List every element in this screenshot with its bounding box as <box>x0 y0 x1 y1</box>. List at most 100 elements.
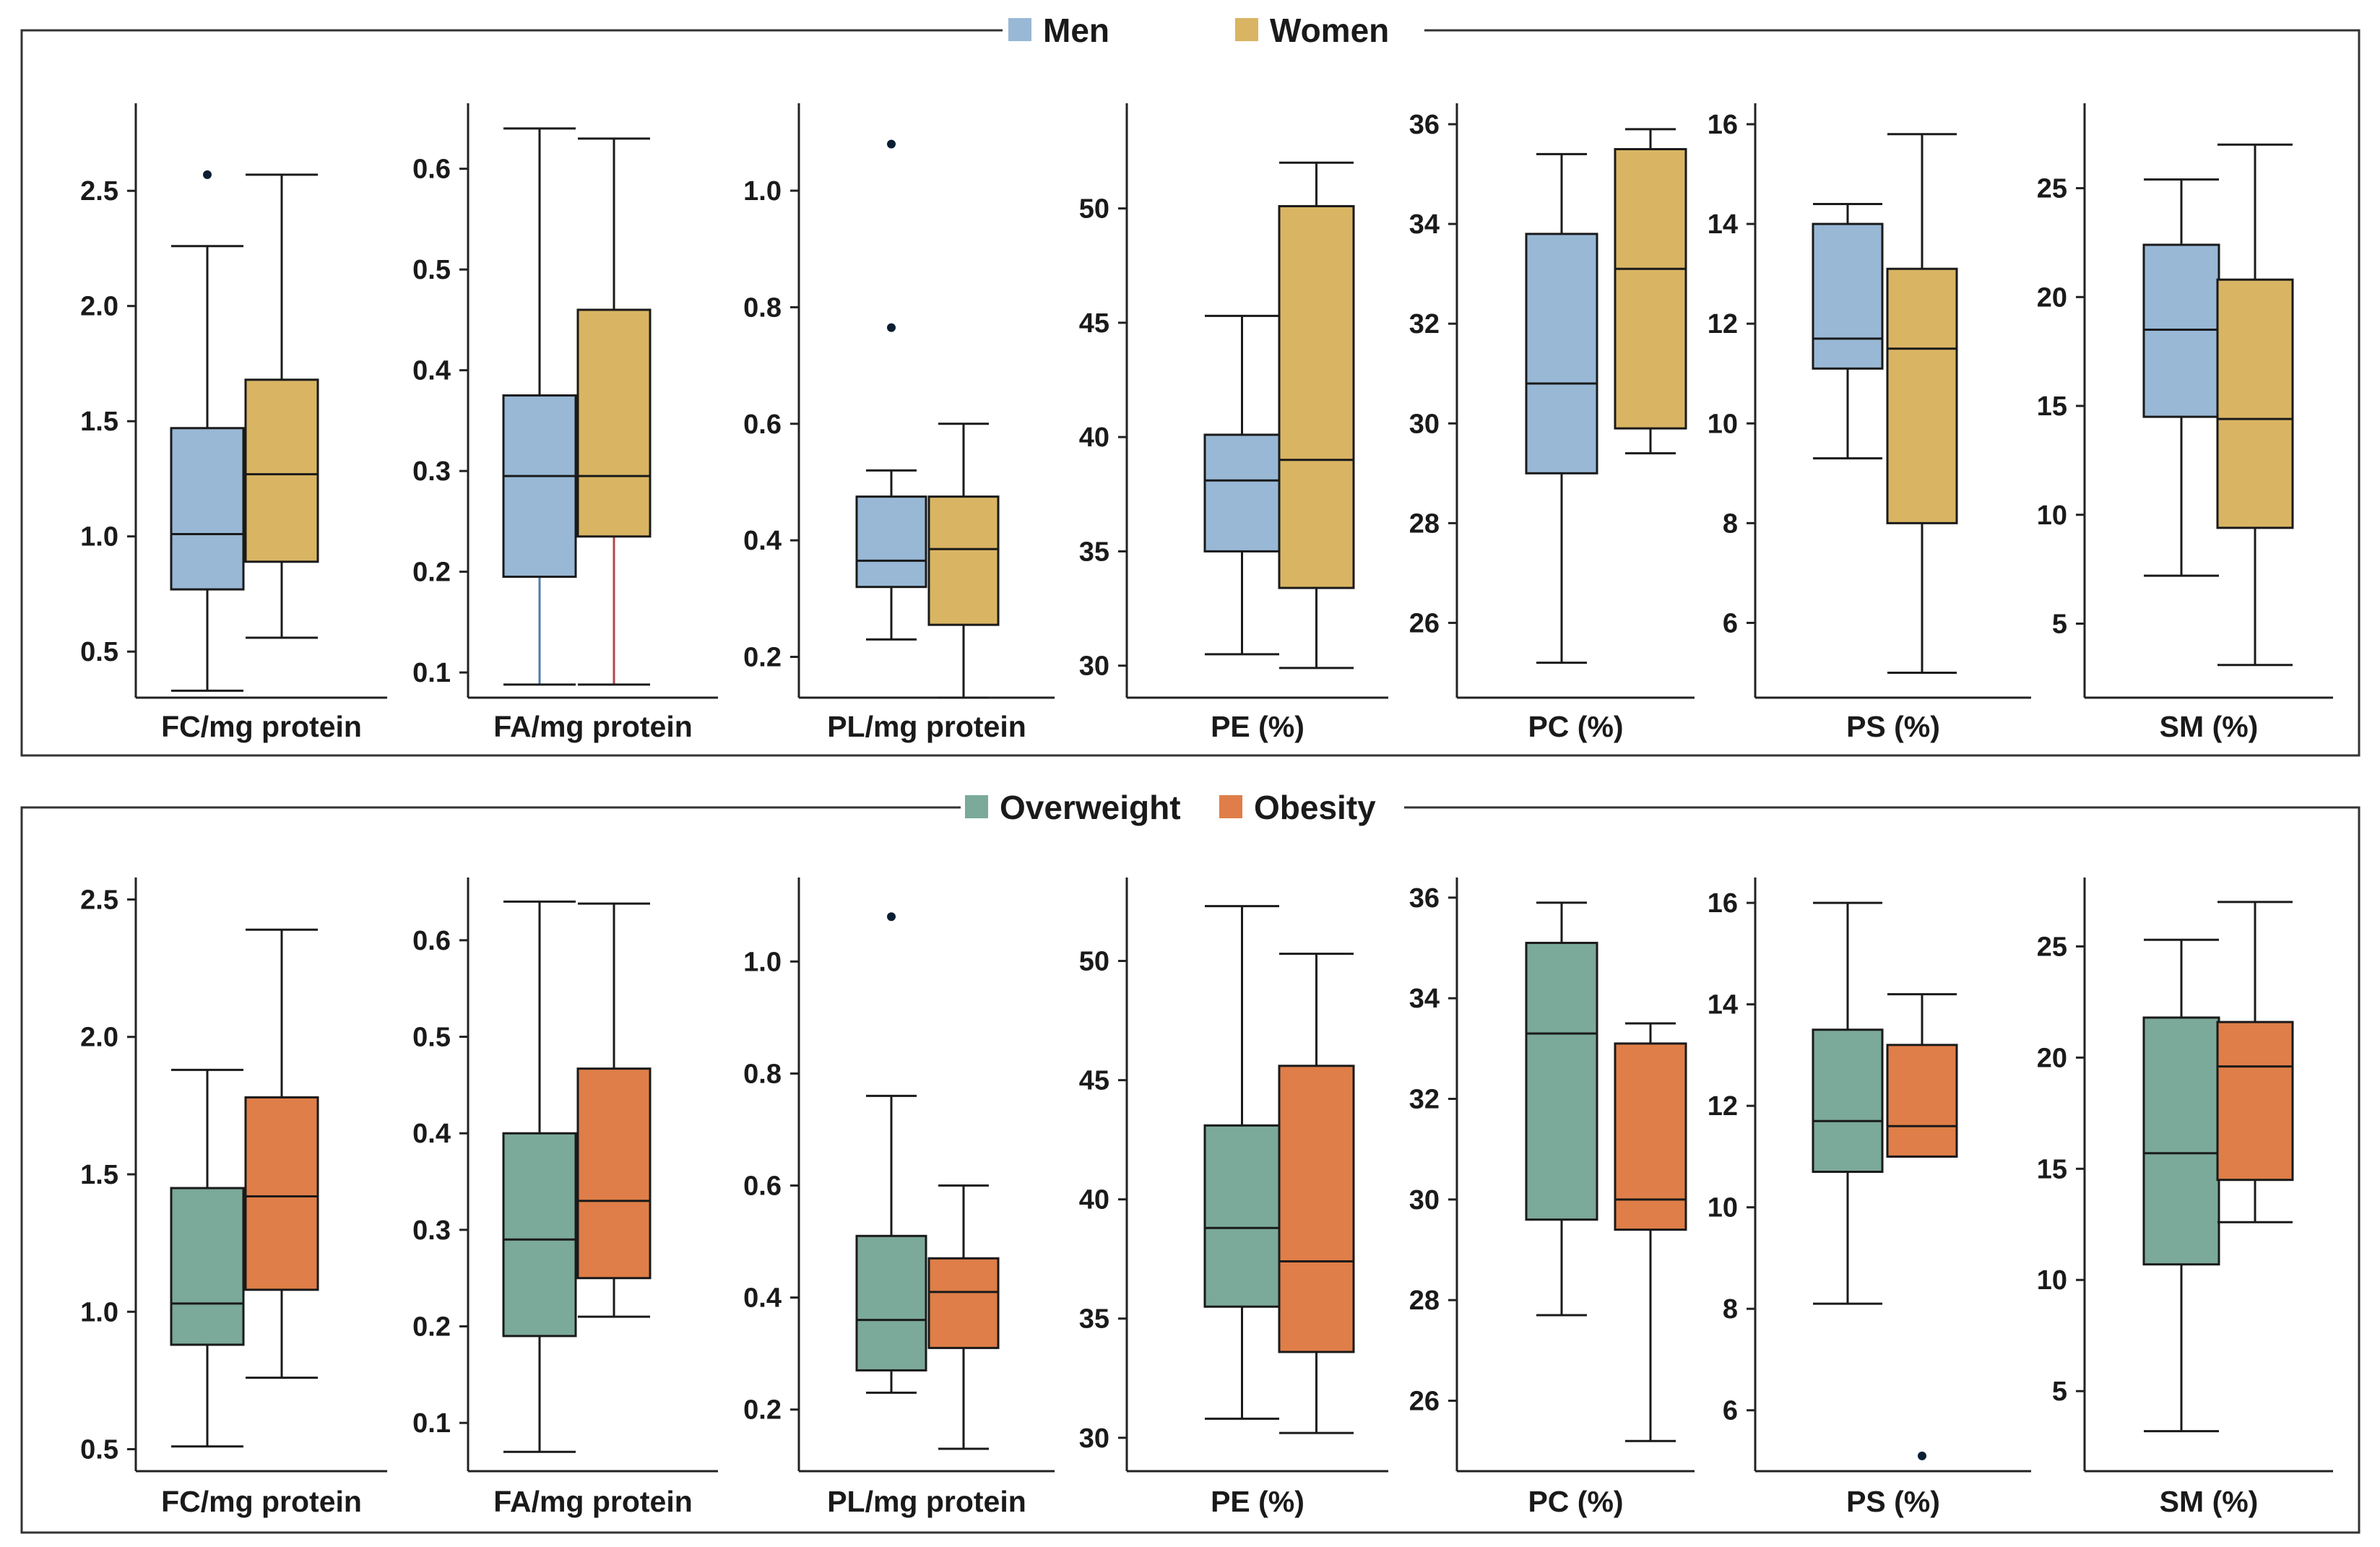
box-obesity <box>244 928 319 1379</box>
y-tick-label: 34 <box>1409 209 1440 240</box>
y-tick-label: 6 <box>1723 608 1738 638</box>
iqr-box <box>1886 1044 1958 1158</box>
panel-2: Overweight Obesity 0.5 1.0 1.5 2.0 2.5 FC/mg pr… <box>20 789 2360 1534</box>
y-tick-label: 16 <box>1708 110 1738 140</box>
box-obesity <box>1886 993 1958 1460</box>
y-tick-label: 50 <box>1079 947 1109 977</box>
y-tick-label: 1.0 <box>743 176 782 207</box>
y-tick-label: 8 <box>1723 508 1738 539</box>
y-tick-label: 34 <box>1409 984 1440 1014</box>
box-women <box>927 422 1000 699</box>
legend-label-men: Men <box>1043 12 1109 49</box>
y-tick-label: 45 <box>1079 1066 1109 1096</box>
iqr-box <box>1614 148 1687 430</box>
y-tick-label: 50 <box>1079 194 1109 225</box>
y-tick-label: 0.5 <box>412 255 451 285</box>
x-axis-label: FA/mg protein <box>493 710 693 743</box>
box-women <box>2216 143 2294 667</box>
y-tick-label: 0.4 <box>412 356 451 386</box>
y-tick-label: 0.6 <box>743 1171 782 1202</box>
iqr-box <box>1278 204 1355 589</box>
y-tick-label: 0.2 <box>412 558 451 588</box>
legend-label-women: Women <box>1270 12 1389 49</box>
y-tick-label: 0.6 <box>412 155 451 185</box>
y-tick-label: 0.5 <box>80 1435 118 1465</box>
x-axis-label: FC/mg protein <box>161 710 362 743</box>
subplot-pe: 30 35 40 45 50 PE (%) <box>1079 878 1388 1518</box>
legend-swatch-women <box>1235 18 1258 41</box>
y-tick-label: 1.5 <box>80 1160 118 1190</box>
box-men <box>1203 314 1281 656</box>
subplot-pl-mg-protein: 0.2 0.4 0.6 0.8 1.0 PL/mg protein <box>743 103 1055 743</box>
box-men <box>855 139 927 641</box>
box-men <box>1525 152 1598 664</box>
iqr-box <box>1203 1124 1281 1308</box>
subplot-fc-mg-protein: 0.5 1.0 1.5 2.0 2.5 FC/mg protein <box>80 103 387 743</box>
legend-swatch-overweight <box>965 795 988 818</box>
y-tick-label: 14 <box>1708 990 1738 1020</box>
y-tick-label: 0.5 <box>412 1023 451 1053</box>
y-tick-label: 2.0 <box>80 1023 118 1053</box>
iqr-box <box>244 378 319 563</box>
outlier-point <box>887 912 896 922</box>
x-axis-label: PE (%) <box>1211 1485 1304 1518</box>
y-tick-label: 0.2 <box>743 1395 782 1426</box>
y-tick-label: 36 <box>1409 883 1440 914</box>
panel-frame <box>20 29 2360 757</box>
iqr-box <box>1614 1042 1687 1231</box>
y-tick-label: 10 <box>2037 500 2067 531</box>
legend-swatch-obesity <box>1219 795 1242 818</box>
subplot-ps: 6 8 10 12 14 16 PS (%) <box>1708 878 2031 1518</box>
iqr-box <box>1278 1065 1355 1353</box>
y-tick-label: 1.0 <box>743 947 782 977</box>
y-tick-label: 26 <box>1409 608 1440 638</box>
legend: Men Women <box>1008 12 1389 49</box>
y-tick-label: 25 <box>2037 932 2067 962</box>
box-women <box>1278 161 1355 670</box>
iqr-box <box>502 394 577 578</box>
legend-swatch-men <box>1008 18 1031 41</box>
y-tick-label: 40 <box>1079 1185 1109 1216</box>
iqr-box <box>576 308 652 538</box>
box-obesity <box>1614 1022 1687 1442</box>
iqr-box <box>1812 1028 1884 1173</box>
iqr-box <box>502 1132 577 1338</box>
iqr-box <box>2216 278 2294 529</box>
y-tick-label: 30 <box>1079 1424 1109 1454</box>
iqr-box <box>2142 1016 2220 1266</box>
y-tick-label: 16 <box>1708 888 1738 919</box>
y-tick-label: 12 <box>1708 1091 1738 1122</box>
panel-frame <box>20 806 2360 1534</box>
y-tick-label: 0.6 <box>743 410 782 440</box>
box-men <box>170 170 245 692</box>
y-tick-label: 20 <box>2037 282 2067 313</box>
y-tick-label: 0.1 <box>412 1408 451 1439</box>
y-tick-label: 40 <box>1079 422 1109 453</box>
x-axis-label: PS (%) <box>1846 710 1940 743</box>
box-overweight <box>1812 901 1884 1305</box>
iqr-box <box>1203 433 1281 552</box>
y-tick-label: 2.5 <box>80 885 118 915</box>
box-obesity <box>2216 901 2294 1223</box>
subplot-pe: 30 35 40 45 50 PE (%) <box>1079 103 1388 743</box>
subplot-fa-mg-protein: 0.1 0.2 0.3 0.4 0.5 0.6 FA/mg protein <box>412 103 718 743</box>
subplot-sm: 5 10 15 20 25 SM (%) <box>2037 103 2333 743</box>
iqr-box <box>2216 1020 2294 1182</box>
y-tick-label: 35 <box>1079 537 1109 567</box>
legend-label-overweight: Overweight <box>1000 789 1181 826</box>
legend: Overweight Obesity <box>965 789 1376 826</box>
y-tick-label: 14 <box>1708 209 1738 240</box>
iqr-box <box>927 1257 1000 1349</box>
subplot-sm: 5 10 15 20 25 SM (%) <box>2037 878 2333 1518</box>
y-tick-label: 5 <box>2052 1377 2067 1407</box>
y-tick-label: 35 <box>1079 1304 1109 1335</box>
y-tick-label: 26 <box>1409 1386 1440 1416</box>
box-women <box>1886 133 1958 674</box>
x-axis-label: PL/mg protein <box>827 710 1026 743</box>
y-tick-label: 28 <box>1409 508 1440 539</box>
y-tick-label: 32 <box>1409 309 1440 339</box>
subplot-pc: 26 28 30 32 34 36 PC (%) <box>1409 878 1695 1518</box>
y-tick-label: 0.8 <box>743 292 782 323</box>
y-tick-label: 32 <box>1409 1085 1440 1115</box>
